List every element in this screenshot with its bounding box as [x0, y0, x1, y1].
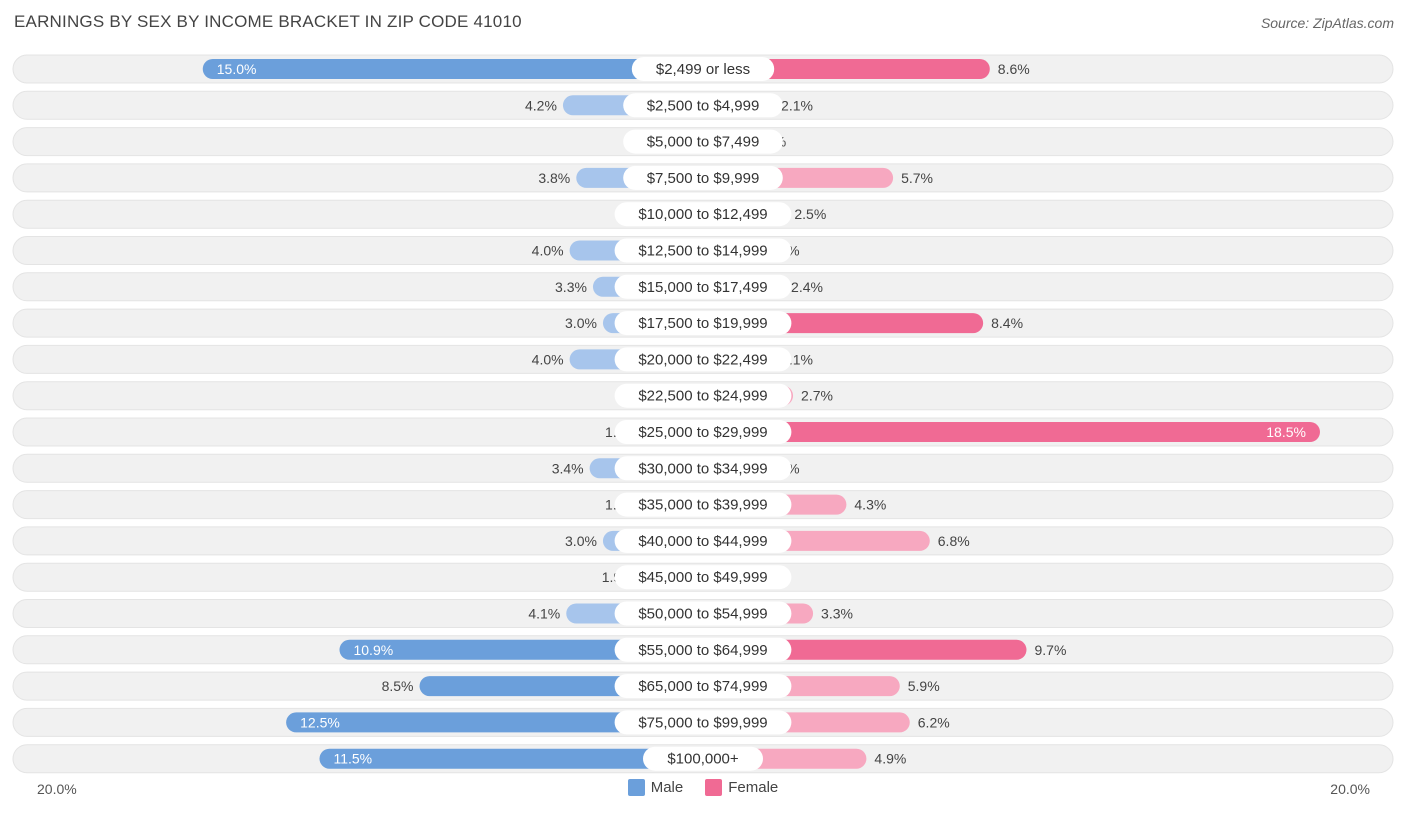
legend-label-female: Female — [728, 779, 779, 796]
male-value-label: 3.8% — [538, 170, 570, 186]
category-label-bg — [643, 746, 763, 771]
female-value-label: 6.2% — [918, 714, 950, 730]
male-value-label: 4.1% — [528, 606, 560, 622]
category-label-bg — [614, 238, 792, 263]
category-label-bg — [614, 202, 792, 227]
male-value-label: 4.0% — [532, 243, 564, 259]
male-value-label: 15.0% — [217, 61, 257, 77]
category-label: $100,000+ — [667, 751, 739, 768]
category-label: $45,000 to $49,999 — [638, 569, 767, 586]
female-value-label: 18.5% — [1266, 424, 1306, 440]
female-value-label: 4.9% — [874, 751, 906, 767]
category-label-bg — [614, 710, 792, 735]
axis-right-label: 20.0% — [1330, 781, 1370, 797]
category-label-bg — [623, 129, 783, 154]
male-value-label: 4.2% — [525, 97, 557, 113]
male-value-label: 11.5% — [333, 751, 372, 767]
category-label-bg — [614, 311, 792, 336]
category-label: $12,500 to $14,999 — [638, 243, 767, 260]
female-value-label: 5.7% — [901, 170, 933, 186]
category-label-bg — [614, 492, 792, 517]
female-value-label: 8.6% — [998, 61, 1030, 77]
male-bar[interactable] — [319, 748, 713, 769]
female-value-label: 6.8% — [938, 533, 970, 549]
category-label: $20,000 to $22,499 — [638, 351, 767, 368]
male-value-label: 12.5% — [300, 714, 340, 730]
male-value-label: 3.0% — [565, 533, 597, 549]
category-label: $5,000 to $7,499 — [647, 134, 760, 151]
category-label: $35,000 to $39,999 — [638, 497, 767, 514]
female-value-label: 2.4% — [791, 279, 823, 295]
category-label: $65,000 to $74,999 — [638, 678, 767, 695]
category-label-bg — [614, 347, 792, 372]
male-value-label: 8.5% — [382, 678, 414, 694]
category-label-bg — [623, 93, 783, 118]
legend: Male Female — [0, 779, 1406, 796]
female-value-label: 2.1% — [781, 97, 813, 113]
legend-item-female[interactable]: Female — [705, 779, 778, 796]
male-value-label: 3.3% — [555, 279, 587, 295]
male-bar[interactable] — [202, 59, 713, 79]
female-value-label: 2.7% — [801, 388, 833, 404]
category-label: $2,499 or less — [656, 61, 750, 78]
category-label: $75,000 to $99,999 — [638, 714, 767, 731]
category-label-bg — [614, 274, 792, 299]
category-label-bg — [614, 601, 792, 626]
category-label-bg — [614, 637, 792, 662]
chart-title: EARNINGS BY SEX BY INCOME BRACKET IN ZIP… — [14, 12, 522, 31]
category-label-bg — [614, 674, 792, 699]
category-label: $25,000 to $29,999 — [638, 424, 767, 441]
category-label: $30,000 to $34,999 — [638, 460, 767, 477]
male-value-label: 3.4% — [552, 460, 584, 476]
category-label-bg — [614, 456, 792, 481]
category-label-bg — [623, 165, 783, 190]
category-label: $55,000 to $64,999 — [638, 642, 767, 659]
category-label: $15,000 to $17,499 — [638, 279, 767, 296]
category-label-bg — [631, 57, 775, 81]
legend-swatch-female — [705, 779, 723, 796]
category-label: $40,000 to $44,999 — [638, 533, 767, 550]
female-value-label: 2.5% — [794, 206, 826, 222]
male-value-label: 10.9% — [353, 642, 393, 658]
male-value-label: 4.0% — [532, 351, 564, 367]
female-value-label: 4.3% — [854, 497, 886, 513]
category-label: $7,500 to $9,999 — [647, 170, 760, 187]
category-label: $22,500 to $24,999 — [638, 388, 767, 405]
category-label-bg — [614, 565, 792, 590]
category-label: $17,500 to $19,999 — [638, 315, 767, 332]
legend-label-male: Male — [650, 779, 684, 796]
female-bar[interactable] — [693, 422, 1320, 442]
category-label-bg — [614, 528, 792, 553]
male-value-label: 3.0% — [565, 315, 597, 331]
female-value-label: 5.9% — [908, 678, 940, 694]
category-label-bg — [614, 420, 792, 444]
category-label-bg — [614, 383, 792, 408]
axis-left-label: 20.0% — [37, 781, 77, 797]
source-label: Source: ZipAtlas.com — [1260, 15, 1394, 31]
female-value-label: 3.3% — [821, 606, 853, 622]
category-label: $10,000 to $12,499 — [638, 206, 767, 223]
category-label: $2,500 to $4,999 — [647, 97, 760, 114]
female-value-label: 8.4% — [991, 315, 1023, 331]
legend-item-male[interactable]: Male — [627, 779, 684, 796]
legend-swatch-male — [627, 779, 645, 796]
male-bar[interactable] — [286, 712, 713, 733]
category-label: $50,000 to $54,999 — [638, 606, 767, 623]
female-value-label: 9.7% — [1034, 642, 1066, 658]
